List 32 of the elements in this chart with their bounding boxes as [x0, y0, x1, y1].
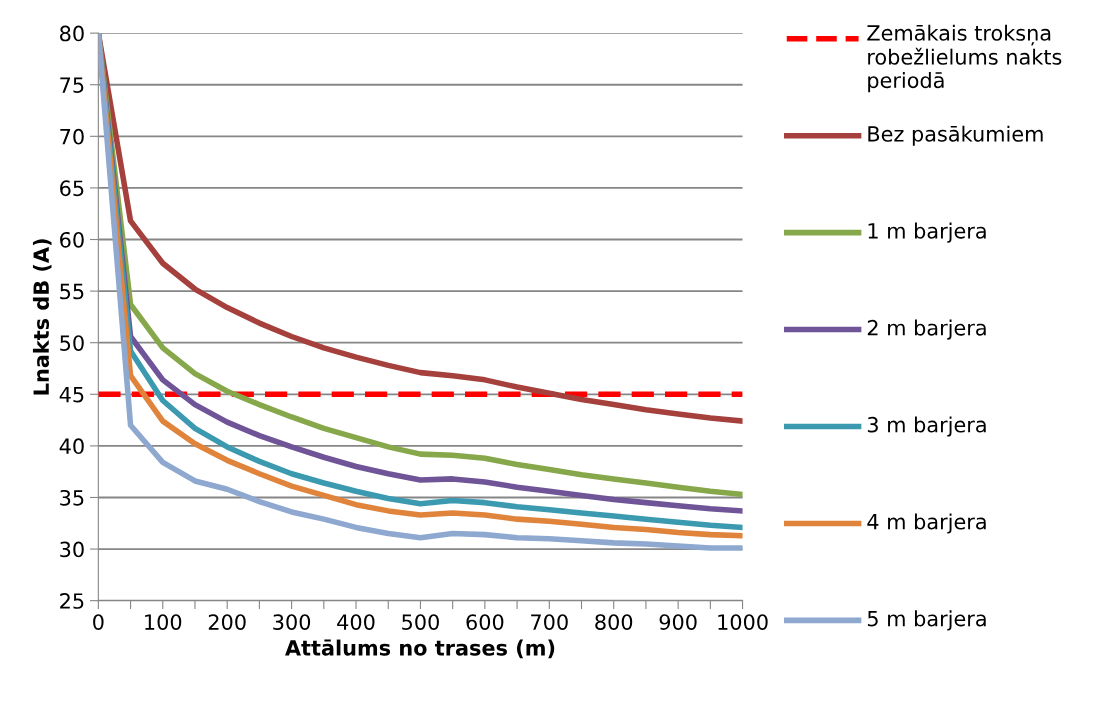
y-tick-label: 60	[60, 231, 84, 248]
y-tick-label: 75	[60, 77, 84, 93]
x-tick-label: 400	[337, 614, 375, 630]
legend-label: 2 m barjera	[867, 319, 986, 340]
legend-label: 3 m barjera	[867, 416, 986, 437]
x-tick-label: 600	[466, 614, 504, 630]
legend-label: 1 m barjera	[868, 222, 986, 243]
x-tick-label: 0	[93, 614, 104, 630]
y-tick-label: 65	[60, 180, 84, 197]
y-tick-label: 30	[60, 541, 84, 558]
legend-label: Zemākais troksņa robežlielums nakts periodā	[867, 24, 1062, 93]
legend-label: Bez pasākumiem	[868, 125, 1043, 146]
x-tick-label: 100	[145, 614, 182, 630]
y-tick-label: 25	[60, 593, 84, 609]
x-tick-label: 800	[595, 614, 633, 630]
x-tick-label: 200	[208, 614, 246, 630]
x-tick-label: 900	[659, 614, 697, 630]
y-tick-label: 70	[60, 128, 84, 145]
y-tick-label: 40	[59, 438, 84, 455]
x-tick-label: 1000	[718, 614, 768, 630]
y-tick-label: 50	[60, 335, 84, 351]
x-axis-title: Attālums no trases (m)	[285, 639, 555, 659]
x-tick-label: 500	[402, 614, 439, 630]
x-tick-label: 300	[273, 614, 311, 630]
y-tick-label: 55	[60, 283, 84, 300]
y-tick-label: 80	[60, 25, 84, 42]
y-axis-title: Lnakts dB (A)	[32, 239, 52, 395]
x-tick-label: 700	[531, 614, 568, 630]
legend-label: 5 m barjera	[867, 610, 986, 631]
y-tick-label: 45	[59, 387, 84, 403]
legend-label: 4 m barjera	[867, 513, 986, 534]
y-tick-label: 35	[60, 489, 84, 506]
